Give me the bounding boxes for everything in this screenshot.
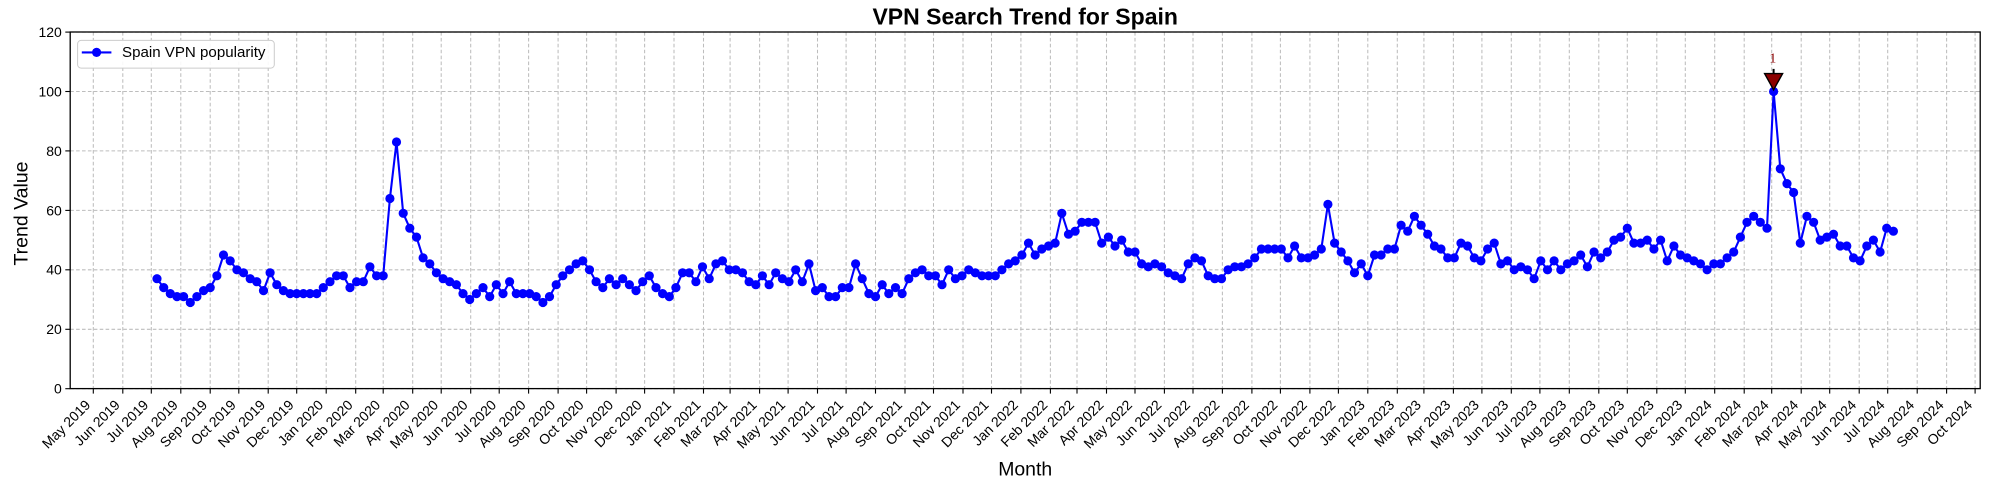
svg-text:20: 20	[46, 321, 62, 337]
svg-text:80: 80	[46, 143, 62, 159]
svg-text:Month: Month	[998, 459, 1052, 481]
svg-text:Trend Value: Trend Value	[11, 161, 33, 265]
svg-text:120: 120	[38, 24, 62, 40]
svg-text:VPN Search Trend for Spain: VPN Search Trend for Spain	[872, 4, 1177, 30]
svg-text:Spain VPN popularity: Spain VPN popularity	[122, 44, 266, 61]
svg-text:0: 0	[54, 381, 62, 397]
svg-text:40: 40	[46, 262, 62, 278]
svg-text:100: 100	[38, 83, 62, 99]
svg-text:60: 60	[46, 202, 62, 218]
svg-text:1: 1	[1769, 51, 1776, 66]
